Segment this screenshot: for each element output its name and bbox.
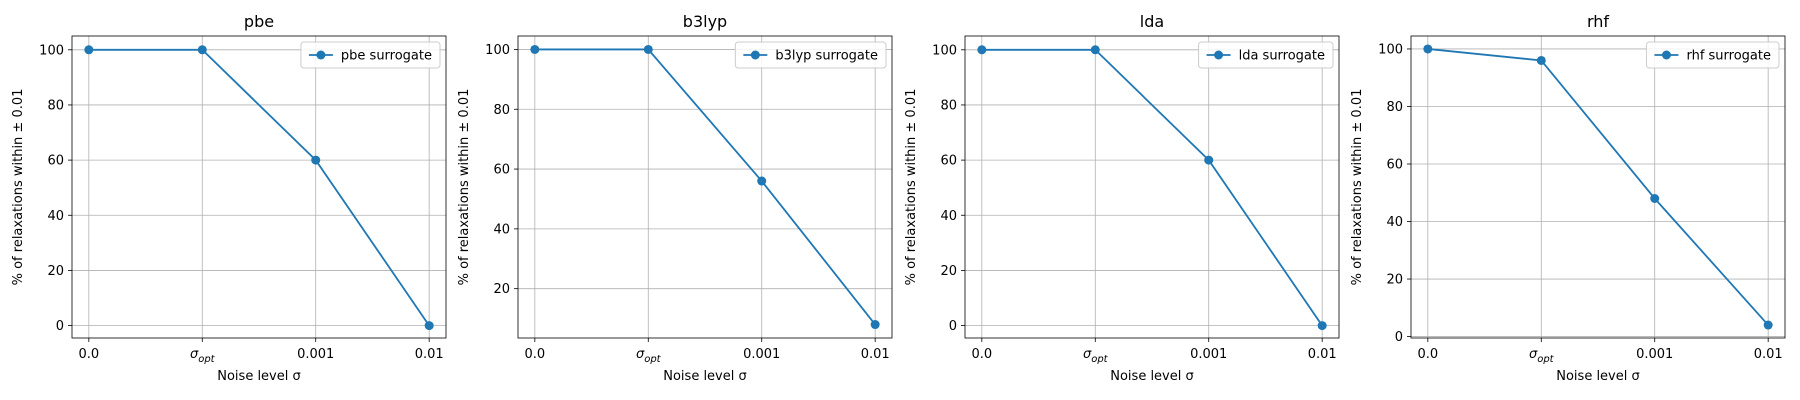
data-point [1204,155,1214,165]
legend: lda surrogate [1198,41,1334,69]
y-tick-label: 0 [1395,330,1403,345]
data-point [1423,44,1433,54]
data-point [757,176,767,186]
series-line [981,48,1323,327]
legend-box [1645,41,1780,69]
y-tick-label: 80 [47,98,64,113]
x-axis-label: Noise level σ [217,369,300,384]
x-tick-label: σopt [1529,347,1555,365]
axes-frame [1410,35,1786,339]
x-axis-label: Noise level σ [1556,369,1639,384]
legend: pbe surrogate [300,41,441,69]
y-tick-label: 20 [47,264,64,279]
x-tick-label: 0.0 [1417,347,1438,362]
x-tick-label: σopt [1083,347,1109,365]
legend-box [300,41,441,69]
y-tick-label: 60 [493,163,510,178]
data-point [870,320,880,330]
y-tick-label: 40 [940,209,957,224]
x-tick-label: 0.001 [1190,347,1227,362]
axes-frame [517,35,893,339]
legend-label: lda surrogate [1239,49,1325,64]
chart-title: rhf [1587,12,1609,31]
data-point [424,321,434,331]
y-tick-label: 20 [940,264,957,279]
y-tick-label: 80 [1386,100,1403,115]
x-tick-label: 0.01 [415,347,444,362]
legend-marker [1214,50,1224,60]
y-tick-label: 100 [485,43,510,58]
x-tick-label: σopt [636,347,662,365]
x-axis-label: Noise level σ [663,369,746,384]
chart-panel-b3lyp: 0.0 σopt 0.001 0.01 20 40 60 80 100 b3lyp Noise le… [457,12,893,384]
data-point [84,45,94,55]
legend-label: b3lyp surrogate [775,49,878,64]
chart-title: pbe [244,12,274,31]
x-tick-label: 0.01 [861,347,890,362]
y-tick-label: 80 [940,98,957,113]
y-tick-label: 0 [56,319,64,334]
legend-box [734,41,887,69]
data-point [1317,321,1327,331]
data-point [311,155,321,165]
data-point [197,45,207,55]
chart-title: b3lyp [683,12,727,31]
y-axis-label: % of relaxations within ± 0.01 [904,89,919,286]
series-line [1427,48,1769,326]
data-point [1650,194,1660,204]
legend-box [1198,41,1334,69]
chart-panel-pbe: 0.0 σopt 0.001 0.01 0 20 40 60 80 100 pbe Noise lev… [11,12,447,384]
chart-panel-rhf: 0.0 σopt 0.001 0.01 0 20 40 60 80 100 rhf Noise lev… [1350,12,1786,384]
legend-label: rhf surrogate [1686,49,1771,64]
legend: rhf surrogate [1645,41,1780,69]
x-tick-label: 0.0 [524,347,545,362]
x-tick-label: 0.0 [971,347,992,362]
data-point [977,45,987,55]
y-tick-label: 80 [493,103,510,118]
x-axis-label: Noise level σ [1110,369,1193,384]
axes-frame [71,35,447,339]
y-tick-label: 20 [1386,273,1403,288]
y-tick-label: 20 [493,282,510,297]
legend-marker [1661,50,1671,60]
data-point [643,44,653,54]
y-tick-label: 100 [39,43,64,58]
y-tick-label: 100 [1378,42,1403,57]
data-point [1090,45,1100,55]
y-tick-label: 40 [1386,215,1403,230]
y-tick-label: 40 [47,209,64,224]
y-tick-label: 40 [493,222,510,237]
y-tick-label: 60 [1386,157,1403,172]
axes-frame [964,35,1340,339]
x-tick-label: σopt [190,347,216,365]
legend: b3lyp surrogate [734,41,887,69]
x-tick-label: 0.001 [743,347,780,362]
chart-panel-lda: 0.0 σopt 0.001 0.01 0 20 40 60 80 100 lda Noise lev… [904,12,1340,384]
data-point [530,44,540,54]
x-tick-label: 0.0 [78,347,99,362]
y-tick-label: 60 [47,154,64,169]
legend-marker [750,50,760,60]
legend-marker [316,50,326,60]
y-tick-label: 0 [949,319,957,334]
chart-title: lda [1140,12,1164,31]
x-tick-label: 0.001 [1636,347,1673,362]
x-tick-label: 0.001 [297,347,334,362]
y-axis-label: % of relaxations within ± 0.01 [1350,89,1365,286]
legend-label: pbe surrogate [341,49,432,64]
data-point [1536,55,1546,65]
y-tick-label: 60 [940,154,957,169]
x-tick-label: 0.01 [1308,347,1337,362]
x-tick-label: 0.01 [1754,347,1783,362]
series-line [88,48,430,327]
y-tick-label: 100 [932,43,957,58]
y-axis-label: % of relaxations within ± 0.01 [457,89,472,286]
data-point [1763,320,1773,330]
series-line [534,48,876,326]
y-axis-label: % of relaxations within ± 0.01 [11,89,26,286]
